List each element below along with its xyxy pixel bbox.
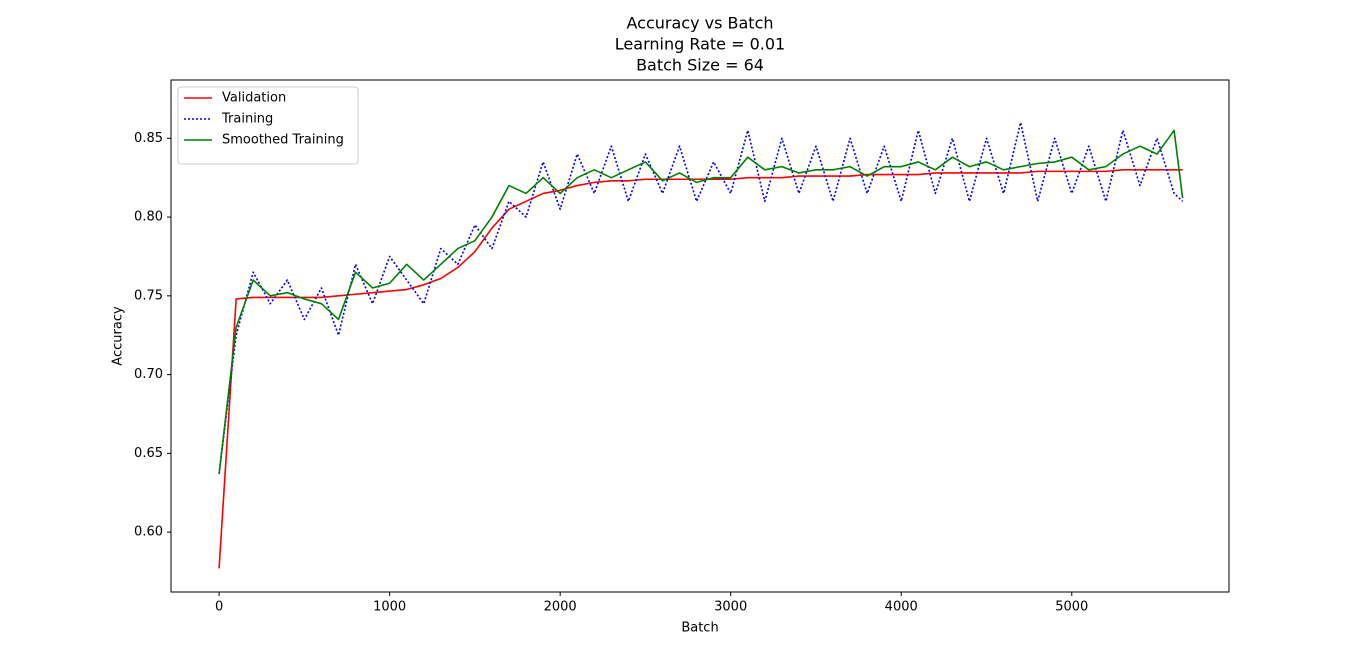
legend-label: Validation xyxy=(222,91,286,106)
legend-box xyxy=(177,86,359,165)
y-tick-label: 0.70 xyxy=(134,367,163,382)
x-tick-label: 2000 xyxy=(544,600,577,615)
y-tick-label: 0.60 xyxy=(134,525,163,540)
y-tick-label: 0.80 xyxy=(134,210,163,225)
x-tick-label: 0 xyxy=(215,600,223,615)
legend-label: Smoothed Training xyxy=(222,133,344,148)
legend-label: Training xyxy=(221,112,273,127)
chart-subtitle: Learning Rate = 0.01 xyxy=(615,35,785,54)
x-tick-label: 4000 xyxy=(885,600,918,615)
series-line xyxy=(218,129,1184,474)
y-axis-label: Accuracy xyxy=(111,306,126,366)
plot-frame xyxy=(170,79,1230,593)
y-tick-label: 0.75 xyxy=(134,288,163,303)
series-line xyxy=(218,121,1184,474)
y-tick-label: 0.65 xyxy=(134,446,163,461)
x-tick-label: 1000 xyxy=(373,600,406,615)
x-tick-label: 5000 xyxy=(1055,600,1088,615)
x-tick-label: 3000 xyxy=(714,600,747,615)
chart-title: Accuracy vs Batch xyxy=(626,14,773,33)
y-tick-label: 0.85 xyxy=(134,131,163,146)
chart-subtitle: Batch Size = 64 xyxy=(636,56,764,75)
x-axis-label: Batch xyxy=(681,621,718,636)
